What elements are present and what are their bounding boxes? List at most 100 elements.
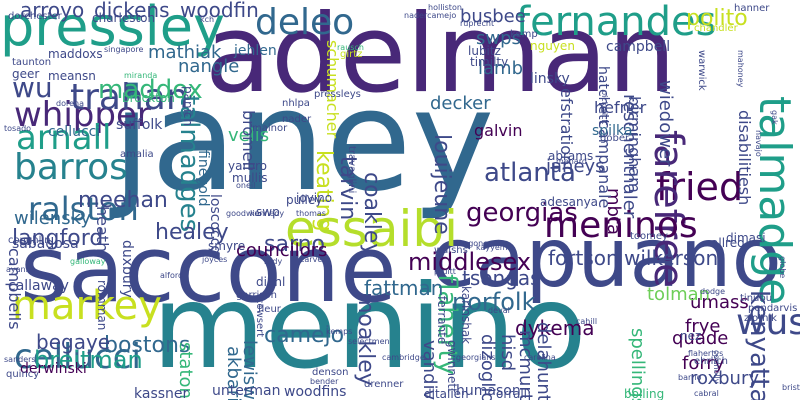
word-lamb: lamb: [478, 58, 523, 79]
word-iovino: iovino: [296, 191, 333, 205]
word-ferrante: ferrante: [435, 296, 449, 345]
word-sabadosa: sabadosa: [12, 236, 79, 252]
word-goodwin: goodwin: [226, 209, 260, 218]
word-maddoxs: maddoxs: [48, 47, 103, 61]
word-navajo: navajo: [754, 130, 763, 157]
word-cowsert: cowsert: [254, 298, 265, 338]
word-markey: markey: [12, 283, 162, 329]
word-zlotnik: zlotnik: [744, 313, 777, 324]
word-bristol: bristol: [782, 383, 800, 392]
word-coughlin: coughlin: [8, 235, 51, 246]
word-allred: allred: [711, 236, 745, 250]
word-tinubu: tinubu: [740, 293, 773, 304]
word-rausch: rausch: [337, 43, 364, 52]
word-pulley: pulley: [286, 193, 323, 207]
word-gak: gak: [770, 110, 779, 125]
word-abrams: abrams: [548, 149, 594, 163]
word-deleo: deleo: [255, 2, 355, 43]
word-kch: kch: [200, 15, 215, 24]
word-capuano: capuano: [430, 211, 782, 306]
word-swp: swp: [256, 205, 280, 219]
word-meehan: meehan: [78, 188, 168, 213]
word-fleur: fleur: [258, 304, 281, 315]
word-pressley: pressley: [0, 0, 225, 58]
word-campbell: campbell: [606, 39, 671, 55]
word-quade: quade: [672, 328, 729, 349]
word-humason: humason: [456, 383, 521, 399]
word-unterman: unterman: [212, 383, 281, 399]
word-pickwick: pickwick: [600, 90, 609, 125]
word-orrall: orrall: [496, 387, 528, 400]
word-duxbury: duxbury: [119, 240, 135, 298]
word-gober: gober: [600, 133, 630, 144]
word-drenner: drenner: [364, 379, 404, 390]
word-tsongas: tsongas: [462, 266, 541, 290]
word-meninos: meninos: [544, 205, 698, 246]
word-galloway: galloway: [70, 257, 106, 266]
word-miranda: miranda: [124, 71, 158, 80]
word-kassner: kassner: [134, 386, 189, 400]
word-hanner: hanner: [734, 3, 770, 14]
word-disabilitiesh: disabilitiesh: [735, 110, 754, 206]
word-hefner: hefner: [594, 98, 647, 117]
word-woodfin: woodfin: [180, 0, 259, 22]
word-singapore: singapore: [104, 45, 144, 54]
word-dorchester: dorchester: [8, 11, 62, 22]
word-quincy: quincy: [6, 369, 40, 380]
word-menino: menino: [152, 260, 587, 395]
word-wus: wus: [736, 302, 800, 343]
word-thomas: thomas: [296, 209, 326, 218]
word-pendarvis: pendarvis: [748, 303, 798, 314]
word-oneil: oneil: [236, 181, 256, 190]
word-arnall: arnall: [16, 118, 112, 158]
word-kayyem: kayyem: [476, 243, 508, 252]
word-swps: swps: [476, 28, 521, 49]
word-janeys: janeys: [546, 156, 605, 177]
word-jehlen: jehlen: [234, 43, 277, 59]
word-roxbury: roxbury: [690, 368, 760, 389]
word-adelman: adelman: [205, 0, 677, 117]
word-nadercamejo: nadercamejo: [404, 11, 457, 20]
word-trahan: trahan: [70, 77, 189, 118]
word-cambridge: cambridge: [382, 353, 425, 362]
word-dickens: dickens: [94, 0, 170, 22]
word-janey: janey: [112, 60, 495, 223]
word-toomey: toomey: [630, 231, 668, 242]
word-arroyo: arroyo: [20, 0, 85, 22]
word-geer: geer: [12, 67, 40, 81]
word-atlanta: atlanta: [484, 158, 576, 188]
word-heath: heath: [93, 206, 112, 253]
word-flahertys: flahertys: [688, 349, 724, 358]
word-galvin: galvin: [474, 121, 523, 140]
word-meansn: meansn: [48, 69, 96, 83]
word-cellucci: cellucci: [48, 124, 101, 140]
word-smyre: smyre: [208, 239, 246, 253]
word-girtz: girtz: [340, 49, 363, 60]
word-ehrlich: ehrlich: [694, 356, 728, 367]
word-panich: panich: [181, 86, 195, 127]
word-barros: barros: [14, 147, 128, 188]
word-umass: umass: [690, 292, 749, 313]
word-essaibi: essaibi: [285, 200, 459, 258]
word-mathiak: mathiak: [148, 42, 222, 63]
word-brockton: brockton: [122, 91, 175, 105]
word-kemp: kemp: [510, 29, 538, 40]
word-holliston: holliston: [428, 3, 462, 12]
word-ditalien: ditalien: [424, 387, 469, 400]
word-wu: wu: [12, 71, 53, 104]
word-woodfins: woodfins: [284, 384, 347, 400]
word-breitman: breitman: [34, 346, 143, 374]
word-sanders: sanders: [4, 355, 36, 364]
word-cellucci: cellucci: [14, 337, 141, 377]
word-menard: menard: [556, 157, 587, 166]
word-hisd: hisd: [497, 334, 518, 372]
word-linsky: linsky: [530, 71, 570, 87]
word-begaye: begaye: [36, 330, 111, 354]
word-derwinski: derwinski: [20, 361, 87, 377]
word-nader: nader: [282, 114, 312, 125]
word-lubitz: lubitz: [468, 44, 501, 58]
word-adesanya: adesanya: [540, 195, 599, 209]
word-nez: nez: [680, 329, 702, 343]
word-dodge: dodge: [700, 287, 726, 296]
word-spilka: spilka: [592, 123, 633, 139]
